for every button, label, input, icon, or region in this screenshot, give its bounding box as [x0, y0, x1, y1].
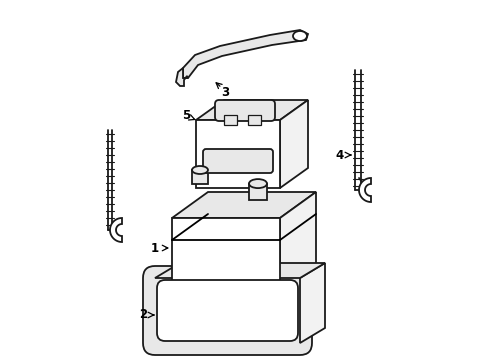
Polygon shape [172, 218, 280, 313]
Text: 2: 2 [139, 309, 147, 321]
Polygon shape [183, 30, 308, 78]
FancyBboxPatch shape [203, 149, 273, 173]
Polygon shape [192, 170, 208, 184]
Text: 5: 5 [182, 108, 190, 122]
Polygon shape [176, 68, 188, 86]
Polygon shape [280, 100, 308, 188]
Polygon shape [155, 263, 325, 278]
Polygon shape [300, 263, 325, 343]
Polygon shape [110, 218, 122, 242]
FancyBboxPatch shape [143, 266, 312, 355]
Polygon shape [280, 192, 316, 313]
Polygon shape [247, 115, 261, 125]
Polygon shape [196, 100, 308, 120]
Polygon shape [172, 192, 316, 218]
Polygon shape [249, 184, 267, 199]
Polygon shape [196, 120, 280, 188]
Ellipse shape [192, 166, 208, 174]
Ellipse shape [249, 179, 267, 188]
Text: 3: 3 [221, 86, 229, 99]
Ellipse shape [293, 31, 307, 41]
FancyBboxPatch shape [215, 100, 275, 121]
FancyBboxPatch shape [157, 280, 298, 341]
Text: 4: 4 [336, 149, 344, 162]
Polygon shape [359, 178, 371, 202]
Text: 1: 1 [151, 242, 159, 255]
Polygon shape [224, 115, 237, 125]
